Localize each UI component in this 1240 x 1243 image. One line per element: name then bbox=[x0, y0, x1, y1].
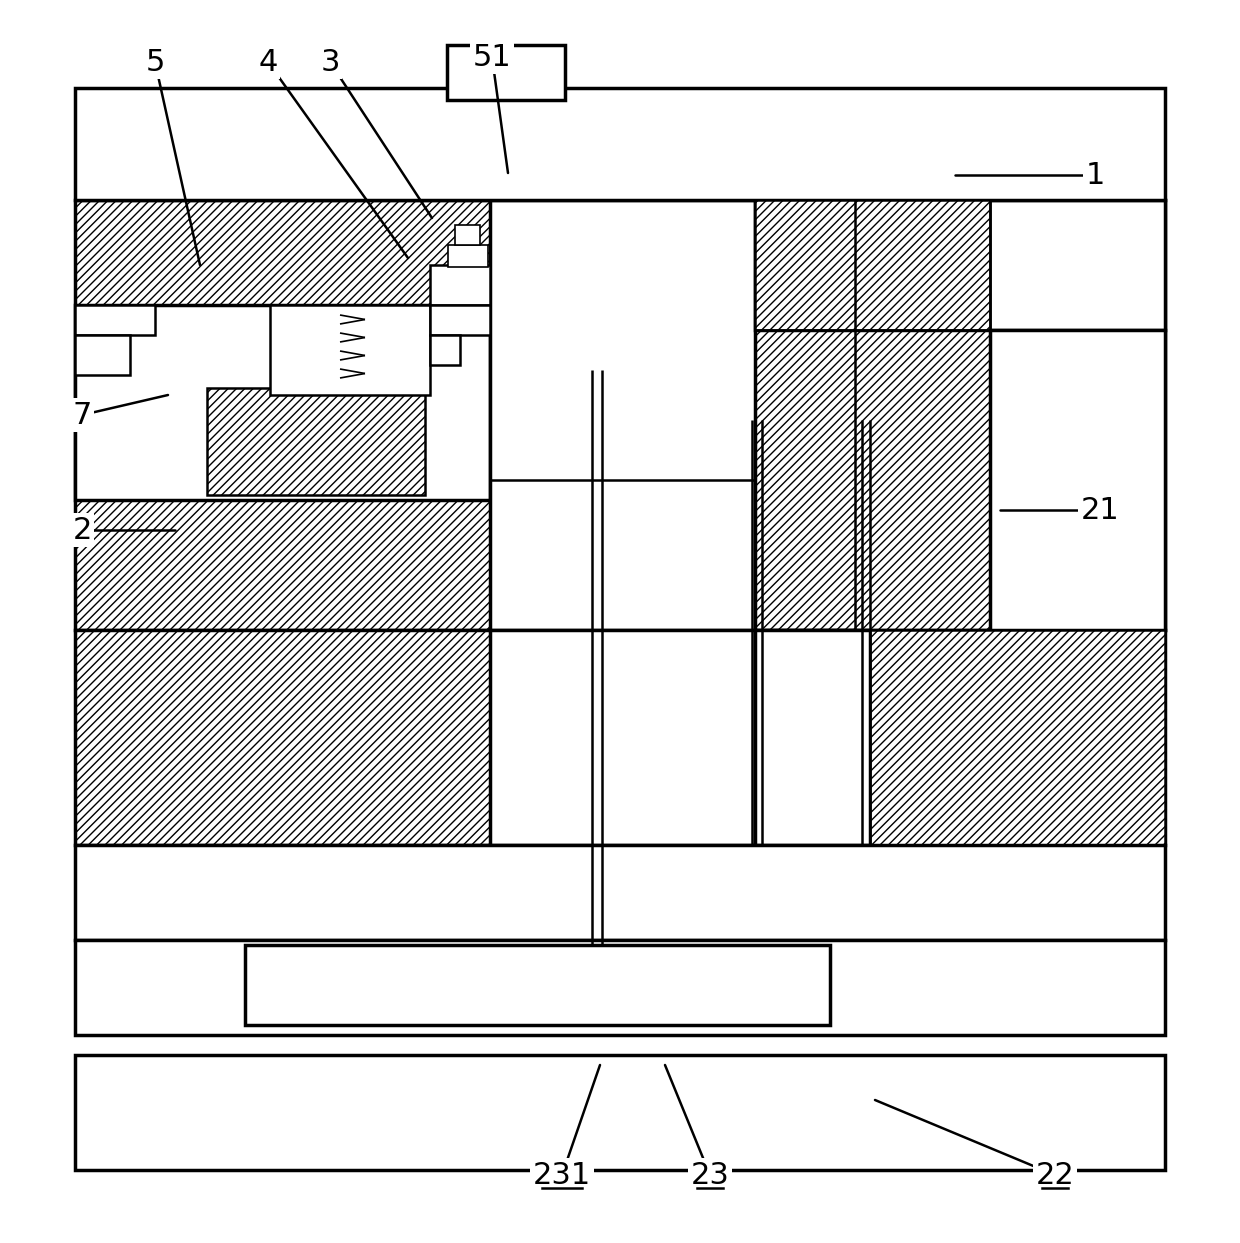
Bar bbox=[448, 245, 489, 267]
Bar bbox=[870, 630, 1166, 845]
Bar bbox=[490, 630, 755, 845]
Bar bbox=[430, 336, 460, 365]
Bar bbox=[990, 329, 1166, 630]
Text: 3: 3 bbox=[320, 47, 340, 77]
Bar bbox=[490, 200, 755, 630]
Text: 4: 4 bbox=[258, 47, 278, 77]
Text: 2: 2 bbox=[72, 516, 92, 544]
Bar bbox=[207, 388, 425, 495]
Bar bbox=[74, 88, 1166, 200]
Text: 5: 5 bbox=[145, 47, 165, 77]
Text: 231: 231 bbox=[533, 1161, 591, 1190]
Bar bbox=[74, 940, 1166, 1035]
Text: 21: 21 bbox=[1080, 496, 1120, 525]
Polygon shape bbox=[270, 305, 430, 395]
Bar bbox=[430, 265, 490, 305]
Text: 51: 51 bbox=[472, 42, 511, 72]
Text: 7: 7 bbox=[72, 400, 92, 430]
Bar bbox=[74, 305, 490, 500]
Bar bbox=[74, 200, 1166, 630]
Text: 22: 22 bbox=[1035, 1161, 1074, 1190]
Bar bbox=[74, 336, 130, 375]
Bar bbox=[74, 845, 1166, 940]
Text: 1: 1 bbox=[1085, 160, 1105, 189]
Bar bbox=[755, 630, 870, 845]
Bar bbox=[74, 1055, 1166, 1170]
Bar bbox=[74, 305, 155, 336]
Bar bbox=[74, 630, 1166, 845]
Bar bbox=[430, 305, 490, 336]
Bar bbox=[446, 45, 565, 99]
Text: 23: 23 bbox=[691, 1161, 729, 1190]
Bar bbox=[755, 200, 990, 329]
Bar bbox=[755, 200, 1166, 329]
Bar bbox=[246, 945, 830, 1025]
Bar bbox=[455, 225, 480, 245]
